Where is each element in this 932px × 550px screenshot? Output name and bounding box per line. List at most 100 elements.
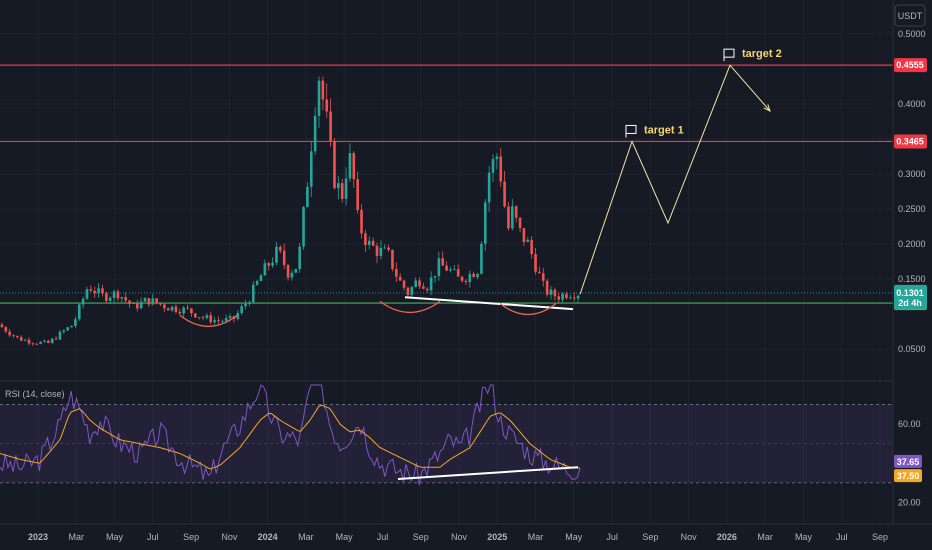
level-badge-label: 0.4555	[896, 60, 924, 70]
candle-body	[541, 273, 545, 281]
level-badge-label: 0.3465	[896, 136, 924, 146]
candle-body	[499, 156, 503, 182]
candle-body	[39, 341, 42, 344]
time-tick-label: Sep	[183, 532, 199, 542]
candle-body	[453, 269, 456, 271]
candle-body	[507, 206, 510, 229]
candle-body	[290, 272, 294, 278]
time-tick-label: Nov	[221, 532, 238, 542]
candle-body	[62, 330, 66, 332]
candle-body	[522, 228, 526, 242]
candle-body	[333, 140, 336, 189]
time-tick-label: Sep	[872, 532, 888, 542]
candle-body	[155, 298, 158, 304]
time-tick-label: Sep	[642, 532, 658, 542]
candle-body	[348, 153, 352, 179]
rsi-layer	[0, 384, 581, 486]
candle-body	[23, 339, 27, 341]
last-price-label: 0.1301	[896, 288, 924, 298]
support-trendline[interactable]	[404, 296, 574, 311]
drawing-layer: target 1 target 2	[179, 48, 782, 327]
rsi-line	[0, 384, 581, 486]
candle-body	[476, 273, 479, 278]
last-price-badge	[894, 284, 927, 309]
candle-body	[77, 304, 81, 320]
time-tick-label: 2026	[717, 532, 737, 542]
candle-body	[553, 289, 557, 297]
candle-body	[425, 288, 429, 291]
candle-body	[128, 300, 131, 305]
candle-body	[112, 291, 116, 298]
candle-body	[159, 303, 162, 305]
candle-body	[8, 331, 11, 336]
candle-body	[468, 273, 472, 282]
countdown-label: 2d 4h	[898, 298, 922, 308]
candle-body	[367, 240, 371, 245]
candle-body	[360, 209, 363, 234]
candle-body	[298, 246, 301, 269]
time-tick-label: Mar	[69, 532, 85, 542]
rsi-axis[interactable]: 60.00 20.00	[898, 419, 921, 507]
time-tick-label: Nov	[681, 532, 698, 542]
candle-body	[557, 296, 561, 300]
candle-body	[302, 207, 305, 247]
candle-body	[19, 337, 23, 341]
cup-arc[interactable]	[379, 300, 441, 313]
candle-body	[163, 304, 166, 309]
candle-body	[352, 153, 356, 180]
rsi-trendline[interactable]	[397, 466, 579, 480]
rsi-title: RSI (14, close)	[5, 389, 65, 399]
candle-body	[43, 340, 46, 342]
time-tick-label: May	[795, 532, 813, 542]
time-tick-label: Mar	[528, 532, 544, 542]
candle-body	[437, 258, 441, 276]
candle-body	[572, 297, 576, 299]
candle-body	[518, 217, 522, 229]
price-tick-label: 0.2000	[898, 239, 926, 249]
cup-arc[interactable]	[179, 314, 238, 327]
target-label: target 2	[742, 48, 782, 60]
target-annotation[interactable]: target 1	[625, 124, 684, 138]
candle-body	[213, 320, 216, 323]
candle-body	[135, 303, 139, 309]
candle-body	[429, 277, 433, 291]
candle-body	[344, 178, 348, 199]
candle-body	[321, 80, 325, 100]
time-axis[interactable]: 2023 Mar May Jul Sep Nov 2024 Mar May Jul Sep Nov 20…	[28, 532, 888, 542]
time-tick-label: Jul	[836, 532, 848, 542]
time-tick-label: Jul	[147, 532, 159, 542]
candle-body	[456, 269, 460, 277]
cup-arc[interactable]	[499, 302, 557, 316]
candle-body	[441, 258, 445, 266]
rsi-value-label: 37.65	[897, 457, 920, 467]
candle-body	[217, 320, 220, 322]
candle-body	[387, 247, 390, 250]
candle-body	[402, 280, 406, 288]
price-tick-label: 0.2500	[898, 204, 926, 214]
candle-body	[85, 289, 89, 299]
time-tick-label: May	[565, 532, 583, 542]
candle-body	[576, 295, 580, 299]
candle-body	[294, 268, 298, 273]
candle-body	[395, 268, 398, 277]
candle-body	[108, 297, 112, 301]
target-annotation[interactable]: target 2	[723, 48, 782, 62]
candle-body	[105, 293, 108, 301]
candle-body	[50, 338, 54, 343]
candle-body	[383, 247, 387, 249]
time-tick-label: Mar	[757, 532, 773, 542]
candle-body	[16, 335, 19, 338]
candle-body	[337, 183, 340, 189]
candle-body	[224, 318, 228, 322]
candle-body	[325, 99, 329, 112]
projection-path[interactable]	[579, 64, 771, 295]
candle-body	[398, 276, 402, 281]
candle-body	[410, 286, 414, 295]
candle-body	[433, 275, 437, 278]
candle-body	[251, 284, 255, 303]
candle-body	[139, 301, 143, 309]
currency-badge[interactable]: USDT	[894, 4, 926, 27]
candle-body	[236, 312, 240, 319]
